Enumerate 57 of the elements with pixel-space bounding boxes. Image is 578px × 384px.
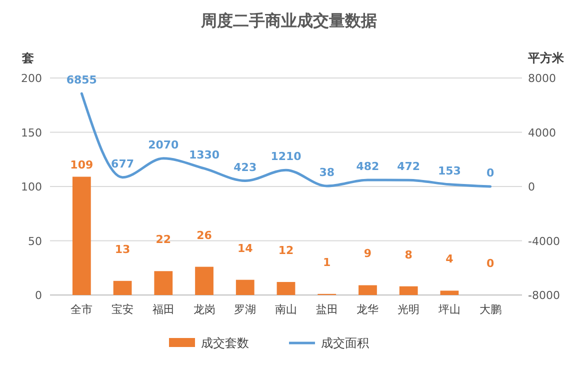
- y-tick-label: 0: [35, 289, 42, 302]
- x-tick-label: 坪山: [437, 303, 460, 316]
- data-label: 482: [356, 160, 380, 173]
- y2-tick-label: 8000: [528, 72, 556, 85]
- data-label: 1330: [188, 148, 220, 162]
- data-label: 38: [319, 166, 335, 179]
- y-tick-label: 200: [21, 72, 42, 85]
- data-label: 6855: [66, 74, 97, 87]
- x-tick-label: 宝安: [112, 303, 134, 316]
- bar: [399, 286, 418, 295]
- y2-tick-label: -4000: [528, 234, 560, 248]
- legend-label: 成交面积: [321, 336, 369, 350]
- data-label: 109: [70, 158, 94, 172]
- data-label: 8: [404, 248, 412, 262]
- data-label: 14: [237, 242, 254, 255]
- data-label: 22: [156, 233, 172, 246]
- bar: [358, 285, 377, 295]
- y2-axis-title: 平方米: [527, 51, 565, 65]
- x-tick-label: 大鹏: [479, 303, 502, 316]
- bar: [72, 176, 91, 295]
- data-label: 1210: [270, 150, 302, 164]
- y2-tick-label: -8000: [528, 289, 560, 302]
- data-label: 0: [486, 257, 494, 270]
- x-tick-label: 盐田: [316, 303, 338, 316]
- y-tick-label: 100: [21, 180, 42, 194]
- data-label: 12: [278, 244, 294, 257]
- data-label: 26: [196, 228, 212, 242]
- y-tick-label: 50: [28, 234, 42, 248]
- x-tick-label: 龙岗: [193, 303, 216, 316]
- bar: [440, 290, 459, 295]
- y-tick-label: 150: [21, 126, 42, 140]
- x-tick-label: 光明: [398, 303, 420, 316]
- bar: [154, 271, 173, 295]
- bar: [236, 280, 254, 295]
- bar: [195, 266, 214, 295]
- x-tick-label: 南山: [275, 303, 297, 316]
- bar: [276, 282, 296, 295]
- legend-label: 成交套数: [201, 336, 249, 350]
- x-tick-label: 龙华: [356, 303, 379, 316]
- bar: [113, 280, 132, 295]
- data-label: 423: [234, 160, 257, 174]
- x-tick-label: 福田: [152, 303, 174, 316]
- chart-title: 周度二手商业成交量数据: [200, 11, 377, 30]
- data-label: 4: [446, 252, 454, 266]
- x-tick-label: 全市: [70, 303, 93, 316]
- y-axis-title: 套: [21, 51, 34, 65]
- data-label: 677: [111, 157, 134, 170]
- y2-tick-label: 0: [528, 180, 535, 194]
- data-label: 472: [397, 160, 420, 174]
- data-label: 153: [438, 164, 461, 178]
- x-tick-label: 罗湖: [234, 303, 256, 316]
- y2-tick-label: 4000: [528, 126, 556, 140]
- data-label: 0: [486, 166, 494, 180]
- data-label: 13: [114, 242, 130, 256]
- data-label: 2070: [148, 138, 180, 152]
- data-label: 1: [323, 256, 331, 269]
- data-label: 9: [364, 247, 372, 260]
